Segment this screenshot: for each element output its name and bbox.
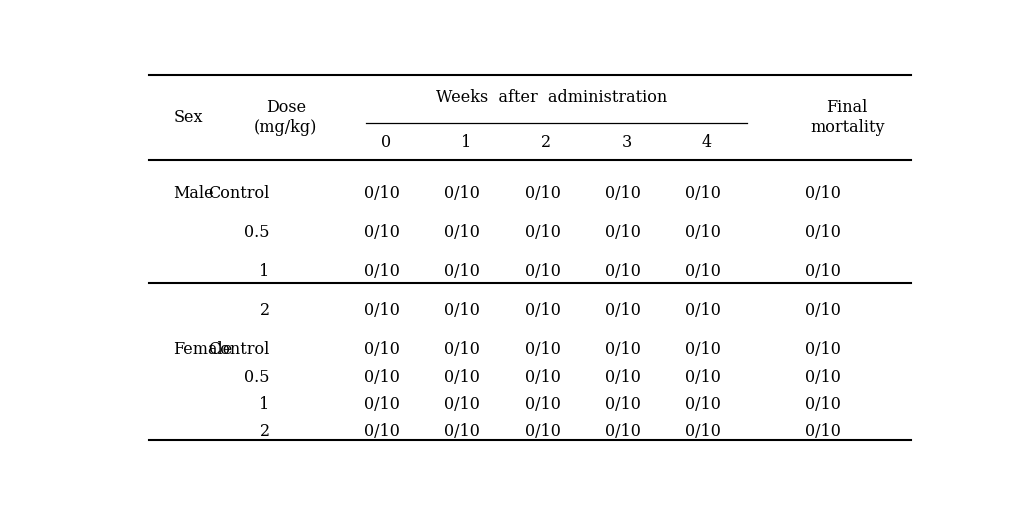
Text: 0/10: 0/10	[525, 224, 560, 241]
Text: 2: 2	[260, 302, 270, 319]
Text: 0/10: 0/10	[805, 369, 841, 385]
Text: 0/10: 0/10	[685, 302, 720, 319]
Text: 0/10: 0/10	[685, 341, 720, 358]
Text: 0/10: 0/10	[604, 302, 641, 319]
Text: 0/10: 0/10	[685, 185, 720, 202]
Text: 0/10: 0/10	[525, 302, 560, 319]
Text: 0/10: 0/10	[525, 185, 560, 202]
Text: 0/10: 0/10	[685, 263, 720, 280]
Text: 0/10: 0/10	[364, 263, 400, 280]
Text: 0/10: 0/10	[525, 369, 560, 385]
Text: 0/10: 0/10	[444, 369, 480, 385]
Text: 0/10: 0/10	[525, 341, 560, 358]
Text: 0/10: 0/10	[444, 341, 480, 358]
Text: 0/10: 0/10	[364, 302, 400, 319]
Text: 0/10: 0/10	[685, 369, 720, 385]
Text: 4: 4	[702, 134, 712, 151]
Text: 2: 2	[541, 134, 552, 151]
Text: 1: 1	[462, 134, 471, 151]
Text: 0/10: 0/10	[604, 341, 641, 358]
Text: 0/10: 0/10	[805, 185, 841, 202]
Text: 0/10: 0/10	[364, 423, 400, 440]
Text: 0/10: 0/10	[805, 423, 841, 440]
Text: Female: Female	[174, 341, 233, 358]
Text: 0/10: 0/10	[444, 423, 480, 440]
Text: 2: 2	[260, 423, 270, 440]
Text: 0/10: 0/10	[444, 263, 480, 280]
Text: 0/10: 0/10	[444, 302, 480, 319]
Text: 0.5: 0.5	[244, 224, 270, 241]
Text: 0/10: 0/10	[805, 396, 841, 413]
Text: 3: 3	[622, 134, 631, 151]
Text: 0/10: 0/10	[364, 396, 400, 413]
Text: 0/10: 0/10	[805, 341, 841, 358]
Text: 0/10: 0/10	[525, 423, 560, 440]
Text: 0/10: 0/10	[805, 224, 841, 241]
Text: 0/10: 0/10	[604, 423, 641, 440]
Text: 0: 0	[381, 134, 391, 151]
Text: 1: 1	[260, 396, 270, 413]
Text: 0/10: 0/10	[444, 185, 480, 202]
Text: 0/10: 0/10	[805, 263, 841, 280]
Text: 0/10: 0/10	[805, 302, 841, 319]
Text: 0/10: 0/10	[525, 263, 560, 280]
Text: Control: Control	[208, 341, 270, 358]
Text: 0/10: 0/10	[604, 224, 641, 241]
Text: 0/10: 0/10	[444, 396, 480, 413]
Text: 0/10: 0/10	[604, 369, 641, 385]
Text: 0/10: 0/10	[444, 224, 480, 241]
Text: Male: Male	[174, 185, 214, 202]
Text: Final
mortality: Final mortality	[810, 99, 885, 136]
Text: 0/10: 0/10	[525, 396, 560, 413]
Text: 0.5: 0.5	[244, 369, 270, 385]
Text: 0/10: 0/10	[604, 396, 641, 413]
Text: 0/10: 0/10	[604, 263, 641, 280]
Text: 0/10: 0/10	[685, 423, 720, 440]
Text: 0/10: 0/10	[364, 185, 400, 202]
Text: Control: Control	[208, 185, 270, 202]
Text: 0/10: 0/10	[604, 185, 641, 202]
Text: 1: 1	[260, 263, 270, 280]
Text: Sex: Sex	[174, 109, 203, 126]
Text: 0/10: 0/10	[364, 224, 400, 241]
Text: 0/10: 0/10	[685, 224, 720, 241]
Text: 0/10: 0/10	[364, 369, 400, 385]
Text: 0/10: 0/10	[364, 341, 400, 358]
Text: 0/10: 0/10	[685, 396, 720, 413]
Text: Dose
(mg/kg): Dose (mg/kg)	[255, 99, 318, 136]
Text: Weeks  after  administration: Weeks after administration	[437, 89, 668, 106]
